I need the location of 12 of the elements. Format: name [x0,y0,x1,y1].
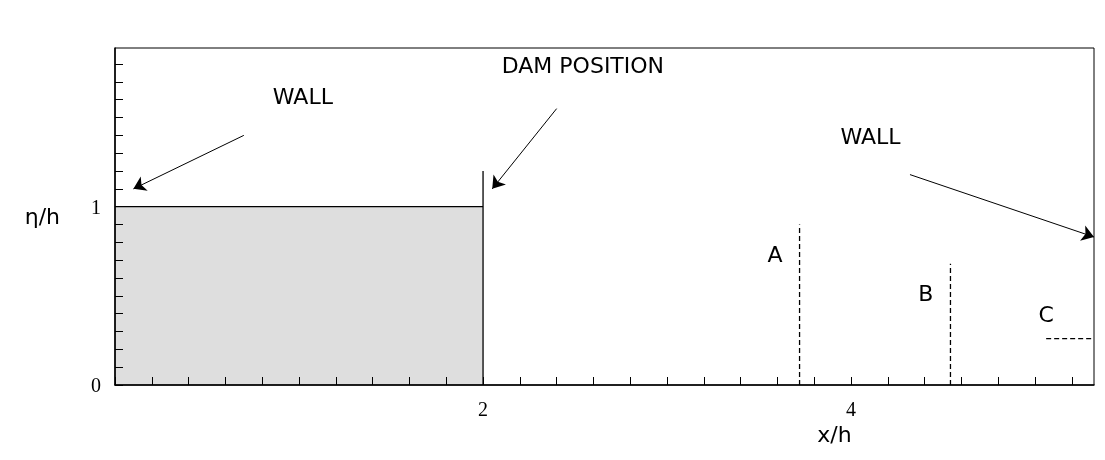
annotation: WALL [272,83,334,109]
series-label: A [767,242,783,268]
x-tick-label: 4 [846,398,857,420]
y-tick-label: 1 [91,195,101,218]
series-label: C [1038,302,1054,328]
y-axis-title: η/h [24,204,60,229]
annotation: DAM POSITION [501,53,665,79]
annotation: WALL [840,123,902,149]
x-axis-title: x/h [817,422,852,448]
y-tick-label: 0 [91,374,101,396]
series-label: B [918,281,934,307]
x-tick-label: 2 [478,398,489,420]
